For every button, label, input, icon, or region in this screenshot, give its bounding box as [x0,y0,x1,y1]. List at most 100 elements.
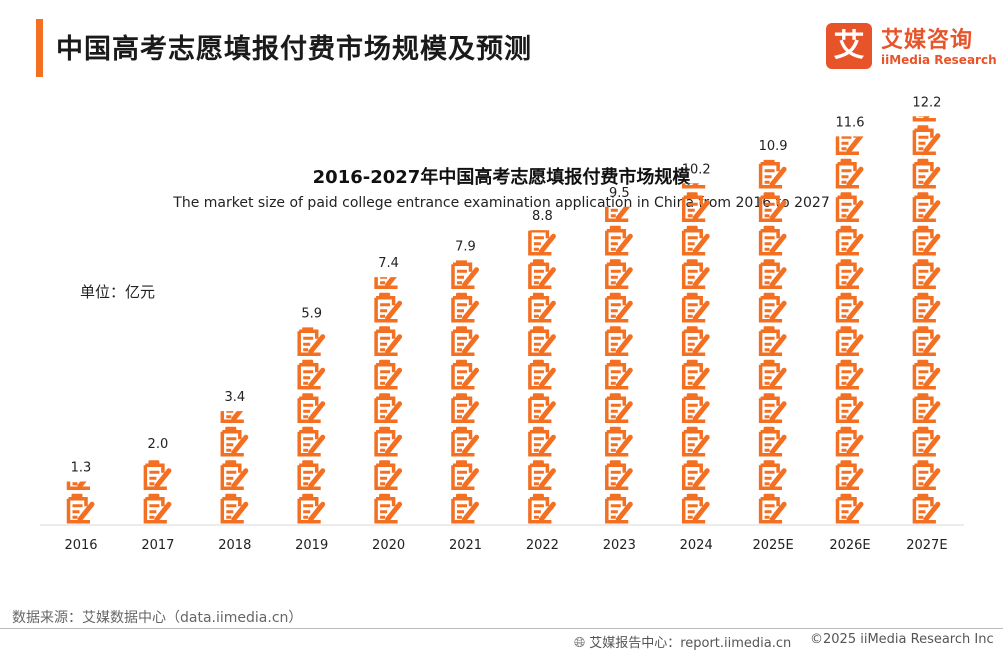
footer-report-text: 艾媒报告中心：report.iimedia.cn [589,636,792,651]
x-tick-label-2023: 2023 [603,538,636,553]
form-with-pencil-icon [838,494,862,522]
chart-title: 2016-2027年中国高考志愿填报付费市场规模 [312,167,691,188]
form-with-pencil-icon [914,259,938,287]
form-with-pencil-icon [914,427,938,455]
x-tick-label-2024: 2024 [680,538,713,553]
form-with-pencil-icon [376,293,400,321]
form-with-pencil-icon [914,125,938,153]
form-with-pencil-icon [914,226,938,254]
form-with-pencil-icon [299,326,323,354]
form-with-pencil-icon [838,460,862,488]
form-with-pencil-icon [838,159,862,187]
form-with-pencil-icon [914,393,938,421]
x-tick-label-2019: 2019 [295,538,328,553]
form-with-pencil-icon [684,326,708,354]
form-with-pencil-icon [761,393,785,421]
form-with-pencil-icon [838,393,862,421]
form-with-pencil-icon [684,393,708,421]
form-with-pencil-icon [761,259,785,287]
form-with-pencil-icon [376,393,400,421]
globe-icon: 🌐︎ [574,635,586,651]
value-label-2020: 7.4 [378,256,399,271]
form-with-pencil-icon [838,226,862,254]
form-with-pencil-icon [607,326,631,354]
x-tick-label-2020: 2020 [372,538,405,553]
form-with-pencil-icon [530,226,554,254]
unit-label: 单位：亿元 [80,283,156,301]
form-with-pencil-icon [761,360,785,388]
form-with-pencil-icon [607,393,631,421]
form-with-pencil-icon [376,460,400,488]
form-with-pencil-icon [530,360,554,388]
footer-report[interactable]: 🌐︎ 艾媒报告中心：report.iimedia.cn [574,632,791,651]
form-with-pencil-icon [914,360,938,388]
form-with-pencil-icon [453,259,477,287]
form-with-pencil-icon [914,293,938,321]
value-label-2021: 7.9 [455,239,476,254]
x-tick-label-2027E: 2027E [906,538,947,553]
x-tick-label-2016: 2016 [64,538,97,553]
bar-2018 [222,393,246,522]
form-with-pencil-icon [530,293,554,321]
logo-mark-icon: 艾 [826,23,872,69]
form-with-pencil-icon [684,293,708,321]
bar-chart: 1.3 2016 2.0 2017 3.4 2018 5.9 2019 7.4 2020 7.9 20… [40,95,964,553]
form-with-pencil-icon [684,192,708,220]
form-with-pencil-icon [761,326,785,354]
form-with-pencil-icon [761,293,785,321]
form-with-pencil-icon [299,393,323,421]
footer-divider [0,628,1003,629]
form-with-pencil-icon [607,360,631,388]
form-with-pencil-icon [145,494,169,522]
form-with-pencil-icon [530,259,554,287]
form-with-pencil-icon [684,259,708,287]
form-with-pencil-icon [376,427,400,455]
form-with-pencil-icon [914,494,938,522]
form-with-pencil-icon [145,460,169,488]
form-with-pencil-icon [838,192,862,220]
x-tick-label-2025E: 2025E [752,538,793,553]
form-with-pencil-icon [838,427,862,455]
bar-2017 [145,460,169,522]
page-title: 中国高考志愿填报付费市场规模及预测 [56,34,532,65]
form-with-pencil-icon [607,427,631,455]
bar-2025E [761,159,785,522]
logo-text-cn: 艾媒咨询 [881,28,974,53]
value-label-2025E: 10.9 [759,139,788,154]
bar-2024 [684,159,708,522]
x-tick-label-2026E: 2026E [829,538,870,553]
form-with-pencil-icon [222,494,246,522]
form-with-pencil-icon [761,226,785,254]
value-label-2024: 10.2 [682,162,711,177]
value-label-2017: 2.0 [148,437,169,452]
form-with-pencil-icon [453,360,477,388]
bar-2021 [453,259,477,522]
form-with-pencil-icon [453,393,477,421]
form-with-pencil-icon [914,460,938,488]
form-with-pencil-icon [684,494,708,522]
form-with-pencil-icon [530,326,554,354]
value-label-2016: 1.3 [71,460,92,475]
bar-2026E [838,125,862,522]
form-with-pencil-icon [530,494,554,522]
form-with-pencil-icon [376,360,400,388]
form-with-pencil-icon [530,460,554,488]
form-with-pencil-icon [607,226,631,254]
form-with-pencil-icon [684,360,708,388]
form-with-pencil-icon [761,460,785,488]
form-with-pencil-icon [376,494,400,522]
x-tick-label-2018: 2018 [218,538,251,553]
form-with-pencil-icon [453,293,477,321]
form-with-pencil-icon [299,494,323,522]
form-with-pencil-icon [299,460,323,488]
logo-text-en: iiMedia Research [881,53,997,67]
form-with-pencil-icon [376,326,400,354]
form-with-pencil-icon [838,293,862,321]
form-with-pencil-icon [222,460,246,488]
footer-copyright: ©2025 iiMedia Research Inc [810,632,994,647]
form-with-pencil-icon [684,460,708,488]
bar-2019 [299,326,323,522]
form-with-pencil-icon [453,427,477,455]
value-label-2019: 5.9 [301,306,322,321]
x-tick-label-2017: 2017 [141,538,174,553]
